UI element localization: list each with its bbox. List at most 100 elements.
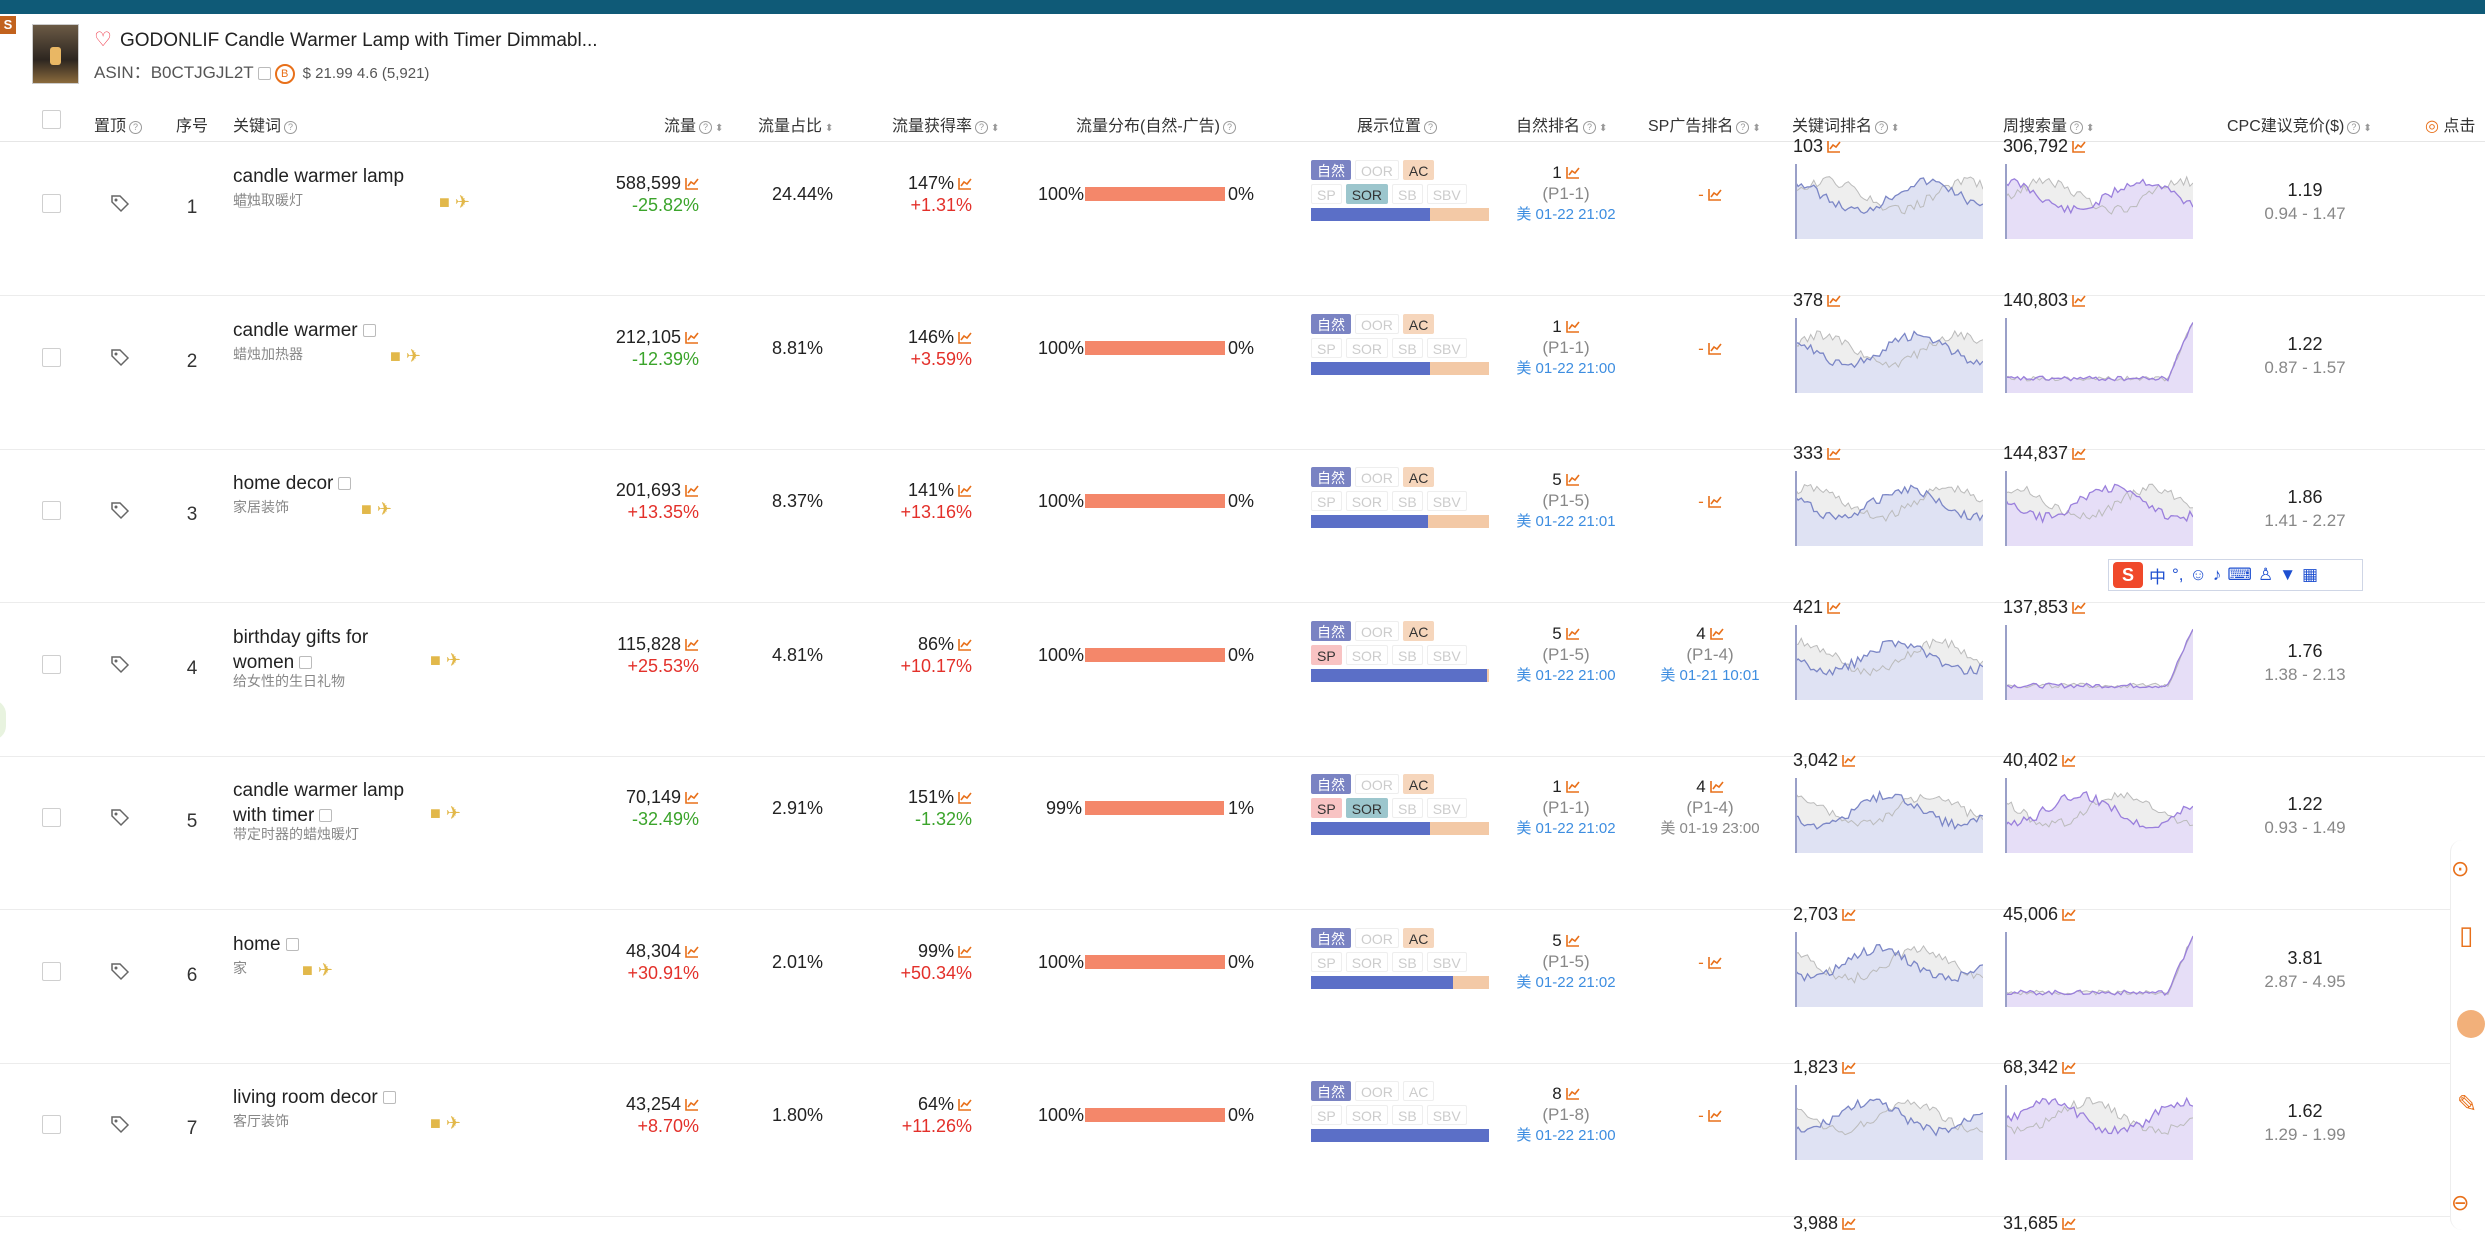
left-edge-tab[interactable]	[0, 700, 6, 740]
row-checkbox[interactable]	[42, 501, 61, 520]
scroll-down-icon[interactable]: ⊖	[2451, 1190, 2470, 1215]
trend-chart-icon[interactable]	[2072, 294, 2086, 307]
keyword-text[interactable]: candle warmer lamp	[233, 164, 408, 214]
trend-chart-icon[interactable]	[1708, 956, 1722, 969]
header-traffic[interactable]: 流量? ⬍	[664, 118, 724, 135]
trend-chart-icon[interactable]	[685, 484, 699, 497]
trend-chart-icon[interactable]	[1565, 627, 1580, 640]
rocket-icon[interactable]: ✈	[445, 1113, 461, 1133]
rocket-icon[interactable]: ✈	[317, 960, 333, 980]
trend-chart-icon[interactable]	[2062, 1217, 2076, 1230]
guide-icon[interactable]: ▯	[2459, 920, 2474, 950]
trend-chart-icon[interactable]	[1842, 1217, 1856, 1230]
tag-icon[interactable]	[110, 193, 130, 213]
trend-chart-icon[interactable]	[958, 331, 972, 344]
trend-chart-icon[interactable]	[958, 638, 972, 651]
keyword-text[interactable]: home	[233, 932, 408, 957]
trend-chart-icon[interactable]	[1565, 780, 1580, 793]
keyword-rank-sparkline[interactable]	[1795, 620, 1983, 700]
video-icon[interactable]: ■	[430, 803, 441, 823]
ime-toolbar[interactable]: S 中 °, ☺ ♪ ⌨ ♙ ▼ ▦	[2108, 559, 2363, 591]
tag-icon[interactable]	[110, 347, 130, 367]
weekly-search-sparkline[interactable]	[2005, 620, 2193, 700]
trend-chart-icon[interactable]	[1708, 1109, 1722, 1122]
trend-chart-icon[interactable]	[1709, 780, 1724, 793]
trend-chart-icon[interactable]	[1565, 473, 1580, 486]
keyword-text[interactable]: birthday gifts for women	[233, 627, 369, 673]
trend-chart-icon[interactable]	[1842, 754, 1856, 767]
ime-language[interactable]: 中	[2149, 567, 2166, 587]
copy-icon[interactable]	[362, 324, 376, 338]
header-cpc[interactable]: CPC建议竞价($)? ⬍	[2227, 118, 2372, 135]
trend-chart-icon[interactable]	[958, 177, 972, 190]
header-keyword-rank[interactable]: 关键词排名? ⬍	[1792, 118, 1900, 135]
trend-chart-icon[interactable]	[958, 1098, 972, 1111]
trend-chart-icon[interactable]	[1709, 627, 1724, 640]
trend-chart-icon[interactable]	[2072, 140, 2086, 153]
row-checkbox[interactable]	[42, 808, 61, 827]
tag-icon[interactable]	[110, 961, 130, 981]
trend-chart-icon[interactable]	[1708, 495, 1722, 508]
keyword-rank-sparkline[interactable]	[1795, 159, 1983, 239]
copy-icon[interactable]	[257, 67, 271, 81]
video-icon[interactable]: ■	[390, 346, 401, 366]
trend-chart-icon[interactable]	[1565, 320, 1580, 333]
weekly-search-sparkline[interactable]	[2005, 313, 2193, 393]
trend-chart-icon[interactable]	[2072, 447, 2086, 460]
keyboard-icon[interactable]: ⌨	[2227, 565, 2252, 584]
row-checkbox[interactable]	[42, 348, 61, 367]
weekly-search-sparkline[interactable]	[2005, 927, 2193, 1007]
weekly-search-sparkline[interactable]	[2005, 1080, 2193, 1160]
keyword-rank-sparkline[interactable]	[1795, 927, 1983, 1007]
copy-icon[interactable]	[382, 1091, 396, 1105]
favorite-heart-icon[interactable]: ♡	[94, 29, 112, 51]
trend-chart-icon[interactable]	[1827, 601, 1841, 614]
scroll-up-icon[interactable]: ⊙	[2451, 856, 2470, 881]
copy-icon[interactable]	[238, 195, 251, 209]
trend-chart-icon[interactable]	[958, 484, 972, 497]
trend-chart-icon[interactable]	[1565, 166, 1580, 179]
select-all-checkbox[interactable]	[42, 110, 61, 129]
trend-chart-icon[interactable]	[1565, 1087, 1580, 1100]
header-capture-rate[interactable]: 流量获得率? ⬍	[892, 118, 1000, 135]
microphone-icon[interactable]: ♪	[2212, 565, 2222, 584]
emoji-icon[interactable]: ☺	[2189, 565, 2207, 584]
weekly-search-sparkline[interactable]	[2005, 466, 2193, 546]
header-sp-rank[interactable]: SP广告排名? ⬍	[1648, 118, 1761, 135]
asin-value[interactable]: B0CTJGJL2T	[150, 63, 254, 82]
tag-icon[interactable]	[110, 1114, 130, 1134]
row-checkbox[interactable]	[42, 655, 61, 674]
keyword-rank-sparkline[interactable]	[1795, 313, 1983, 393]
rocket-icon[interactable]: ✈	[454, 192, 470, 212]
trend-chart-icon[interactable]	[685, 945, 699, 958]
trend-chart-icon[interactable]	[685, 638, 699, 651]
header-traffic-share[interactable]: 流量占比 ⬍	[758, 118, 834, 135]
product-thumbnail[interactable]	[32, 24, 79, 84]
row-checkbox[interactable]	[42, 1115, 61, 1134]
trend-chart-icon[interactable]	[2072, 601, 2086, 614]
grid-menu-icon[interactable]: ▦	[2302, 565, 2319, 584]
keyword-text[interactable]: living room decor	[233, 1085, 408, 1110]
punctuation-icon[interactable]: °,	[2172, 565, 2184, 584]
trend-chart-icon[interactable]	[2062, 754, 2076, 767]
video-icon[interactable]: ■	[361, 499, 372, 519]
trend-chart-icon[interactable]	[1827, 140, 1841, 153]
rocket-icon[interactable]: ✈	[445, 650, 461, 670]
row-checkbox[interactable]	[42, 194, 61, 213]
keyword-text[interactable]: candle warmer lamp with timer	[233, 780, 405, 826]
trend-chart-icon[interactable]	[958, 791, 972, 804]
row-checkbox[interactable]	[42, 962, 61, 981]
trend-chart-icon[interactable]	[685, 177, 699, 190]
keyword-rank-sparkline[interactable]	[1795, 773, 1983, 853]
rocket-icon[interactable]: ✈	[445, 803, 461, 823]
trend-chart-icon[interactable]	[1842, 1061, 1856, 1074]
user-icon[interactable]: ♙	[2257, 565, 2274, 584]
tag-icon[interactable]	[110, 654, 130, 674]
trend-chart-icon[interactable]	[2062, 908, 2076, 921]
video-icon[interactable]: ■	[439, 192, 450, 212]
keyword-text[interactable]: home decor	[233, 471, 408, 496]
header-weekly-search[interactable]: 周搜索量? ⬍	[2003, 118, 2095, 135]
support-avatar[interactable]	[2457, 1010, 2485, 1038]
copy-icon[interactable]	[285, 938, 299, 952]
tag-icon[interactable]	[110, 500, 130, 520]
